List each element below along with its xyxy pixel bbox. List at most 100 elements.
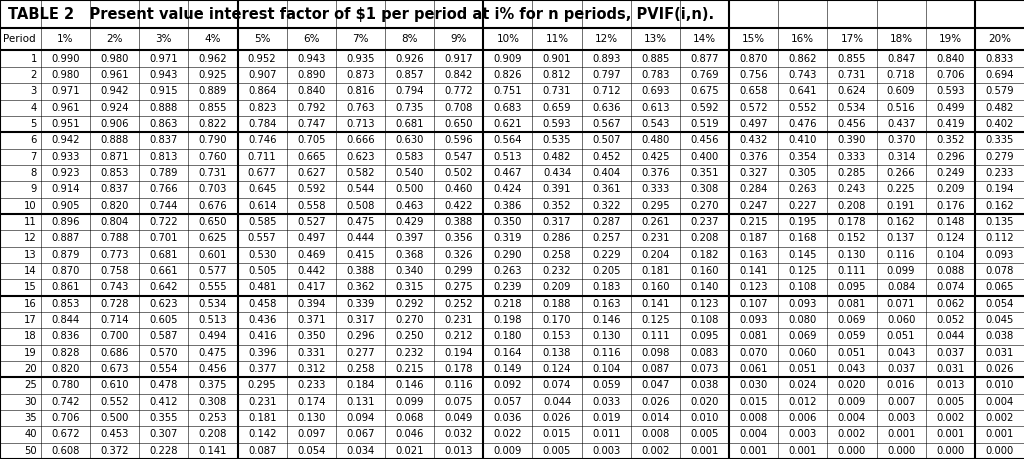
- Text: 0.555: 0.555: [199, 282, 227, 292]
- Text: 0.019: 0.019: [592, 413, 621, 423]
- Text: 0.822: 0.822: [199, 119, 227, 129]
- Text: 35: 35: [25, 413, 37, 423]
- Text: 0.312: 0.312: [297, 364, 326, 374]
- Text: 0.837: 0.837: [100, 185, 129, 194]
- Text: 0.116: 0.116: [592, 348, 621, 358]
- Text: 0.582: 0.582: [346, 168, 375, 178]
- Text: 0.804: 0.804: [100, 217, 129, 227]
- Text: 30: 30: [25, 397, 37, 407]
- Text: 0.212: 0.212: [444, 331, 473, 341]
- Text: 0.239: 0.239: [494, 282, 522, 292]
- Text: 0.890: 0.890: [297, 70, 326, 80]
- Text: 0.375: 0.375: [199, 381, 227, 391]
- Text: 0.084: 0.084: [887, 282, 915, 292]
- Text: 0.146: 0.146: [395, 381, 424, 391]
- Text: 0.170: 0.170: [543, 315, 571, 325]
- Text: 19%: 19%: [939, 34, 962, 45]
- Text: 0.743: 0.743: [788, 70, 817, 80]
- Text: 0.613: 0.613: [641, 103, 670, 112]
- Text: 0.961: 0.961: [51, 103, 80, 112]
- Text: 0.142: 0.142: [248, 430, 276, 439]
- Text: 0.059: 0.059: [838, 331, 866, 341]
- Text: 0.233: 0.233: [297, 381, 326, 391]
- Text: 0.417: 0.417: [297, 282, 326, 292]
- Text: 0.287: 0.287: [592, 217, 621, 227]
- Text: 0.951: 0.951: [51, 119, 80, 129]
- Text: 0.104: 0.104: [592, 364, 621, 374]
- Text: 0.355: 0.355: [150, 413, 178, 423]
- Text: 0.194: 0.194: [444, 348, 473, 358]
- Text: 0.863: 0.863: [150, 119, 178, 129]
- Text: 0.661: 0.661: [150, 266, 178, 276]
- Text: 0.658: 0.658: [739, 86, 768, 96]
- Text: 0.003: 0.003: [592, 446, 621, 456]
- Text: 0.022: 0.022: [494, 430, 522, 439]
- Text: 0.497: 0.497: [297, 234, 326, 243]
- Text: 0.923: 0.923: [51, 168, 80, 178]
- Text: 0.751: 0.751: [494, 86, 522, 96]
- Text: 0.000: 0.000: [887, 446, 915, 456]
- Text: 2: 2: [31, 70, 37, 80]
- Text: 0.370: 0.370: [887, 135, 915, 146]
- Text: 0.031: 0.031: [985, 348, 1014, 358]
- Text: 0.535: 0.535: [543, 135, 571, 146]
- Text: 0.005: 0.005: [543, 446, 571, 456]
- Text: 0.263: 0.263: [788, 185, 817, 194]
- Text: 0.828: 0.828: [51, 348, 80, 358]
- Text: 0.006: 0.006: [788, 413, 817, 423]
- Text: 0.099: 0.099: [395, 397, 424, 407]
- Text: 0.924: 0.924: [100, 103, 129, 112]
- Text: 0.906: 0.906: [100, 119, 129, 129]
- Text: 0.784: 0.784: [248, 119, 276, 129]
- Text: 0.204: 0.204: [641, 250, 670, 260]
- Text: 0.275: 0.275: [444, 282, 473, 292]
- Text: 0.340: 0.340: [395, 266, 424, 276]
- Text: 0.783: 0.783: [641, 70, 670, 80]
- Text: 0.208: 0.208: [690, 234, 719, 243]
- Text: 0.163: 0.163: [739, 250, 768, 260]
- Text: 0.191: 0.191: [887, 201, 915, 211]
- Text: 0.879: 0.879: [51, 250, 80, 260]
- Text: 0.570: 0.570: [150, 348, 178, 358]
- Text: 10: 10: [25, 201, 37, 211]
- Text: 0.840: 0.840: [936, 54, 965, 64]
- Text: 0.299: 0.299: [444, 266, 473, 276]
- Text: 0.008: 0.008: [641, 430, 670, 439]
- Text: 0.060: 0.060: [887, 315, 915, 325]
- Text: 0.780: 0.780: [51, 381, 80, 391]
- Text: 0.376: 0.376: [739, 152, 768, 162]
- Text: 0.037: 0.037: [936, 348, 965, 358]
- Text: 0.650: 0.650: [199, 217, 227, 227]
- Text: 0.088: 0.088: [936, 266, 965, 276]
- Text: 0.601: 0.601: [199, 250, 227, 260]
- Text: 0.404: 0.404: [592, 168, 621, 178]
- Text: 0.862: 0.862: [788, 54, 817, 64]
- Text: 0.020: 0.020: [690, 397, 719, 407]
- Text: 0.266: 0.266: [887, 168, 915, 178]
- Text: 0.228: 0.228: [150, 446, 178, 456]
- Text: 0.456: 0.456: [690, 135, 719, 146]
- Text: 0.614: 0.614: [248, 201, 276, 211]
- Text: 2%: 2%: [106, 34, 123, 45]
- Text: 0.790: 0.790: [199, 135, 227, 146]
- Text: 0.756: 0.756: [739, 70, 768, 80]
- Text: 0.074: 0.074: [543, 381, 571, 391]
- Text: 0.722: 0.722: [150, 217, 178, 227]
- Text: 0.519: 0.519: [690, 119, 719, 129]
- Text: 0.362: 0.362: [346, 282, 375, 292]
- Text: 0.460: 0.460: [444, 185, 473, 194]
- Text: 0.792: 0.792: [297, 103, 326, 112]
- Text: 0.456: 0.456: [199, 364, 227, 374]
- Text: 9: 9: [31, 185, 37, 194]
- Text: 0.146: 0.146: [592, 315, 621, 325]
- Text: 0.621: 0.621: [494, 119, 522, 129]
- Text: 0.162: 0.162: [887, 217, 915, 227]
- Text: 0.494: 0.494: [199, 331, 227, 341]
- Text: 8%: 8%: [401, 34, 418, 45]
- Text: 0.141: 0.141: [199, 446, 227, 456]
- Text: 0.057: 0.057: [494, 397, 522, 407]
- Text: 0.505: 0.505: [248, 266, 276, 276]
- Text: 0.390: 0.390: [838, 135, 866, 146]
- Text: 0.137: 0.137: [887, 234, 915, 243]
- Text: 0.174: 0.174: [297, 397, 326, 407]
